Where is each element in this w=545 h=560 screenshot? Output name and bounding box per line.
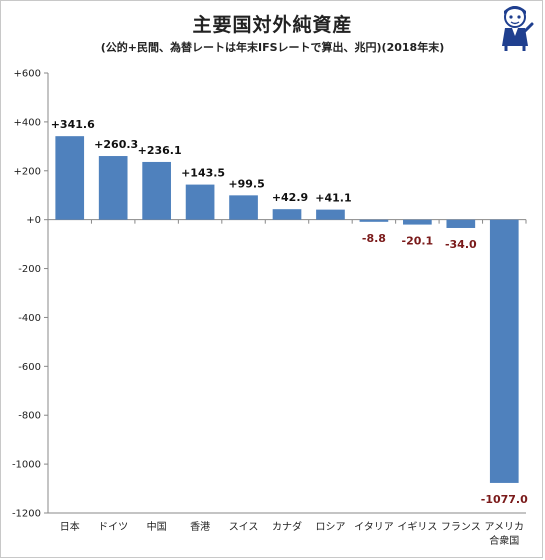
y-tick-label: +200 — [14, 166, 41, 177]
x-tick-label: イタリア — [354, 521, 394, 533]
x-tick-label: フランス — [441, 521, 481, 533]
x-tick-label: ロシア — [315, 522, 345, 533]
bar — [55, 136, 85, 220]
y-tick-label: -1000 — [12, 460, 41, 471]
y-tick-label: -600 — [18, 362, 41, 373]
x-tick-label: 日本 — [60, 520, 80, 533]
x-tick-label: カナダ — [272, 520, 302, 533]
data-label: +42.9 — [272, 191, 308, 204]
x-tick-label: 香港 — [190, 521, 210, 533]
mascot-character-icon — [502, 6, 534, 51]
chart-subtitle: (公的+民間、為替レートは年末IFSレートで算出、兆円)(2018年末) — [100, 41, 445, 54]
x-tick-label: ドイツ — [98, 522, 128, 533]
data-label: -34.0 — [445, 238, 477, 251]
data-label: +99.5 — [228, 177, 264, 190]
data-label: +41.1 — [315, 192, 351, 205]
data-label: -1077.0 — [481, 493, 528, 506]
y-tick-label: -400 — [18, 313, 41, 324]
y-tick-label: +0 — [26, 215, 41, 226]
bar — [272, 209, 302, 220]
data-label: -20.1 — [402, 235, 434, 248]
x-tick-label: 合衆国 — [489, 534, 519, 547]
bar — [98, 156, 128, 220]
data-label: +236.1 — [138, 144, 182, 157]
y-tick-label: +400 — [14, 117, 41, 128]
y-tick-label: +600 — [14, 69, 41, 80]
bar — [489, 219, 519, 483]
x-tick-label: イギリス — [397, 521, 437, 533]
bar — [446, 219, 476, 228]
chart-title: 主要国対外純資産 — [192, 14, 353, 36]
bar — [359, 219, 389, 222]
x-tick-label: スイス — [229, 522, 259, 533]
x-tick-label: アメリカ — [485, 521, 525, 533]
data-label: +341.6 — [51, 118, 95, 131]
data-label: +260.3 — [94, 138, 138, 151]
bar — [229, 195, 258, 220]
y-tick-label: -800 — [18, 411, 41, 422]
bar — [142, 161, 171, 220]
data-label: +143.5 — [181, 167, 225, 180]
data-label: -8.8 — [362, 232, 386, 245]
bar — [316, 209, 345, 220]
x-tick-label: 中国 — [147, 520, 167, 533]
bar — [403, 219, 432, 225]
bar — [185, 184, 215, 220]
y-tick-label: -200 — [18, 264, 41, 275]
y-tick-label: -1200 — [12, 509, 41, 520]
